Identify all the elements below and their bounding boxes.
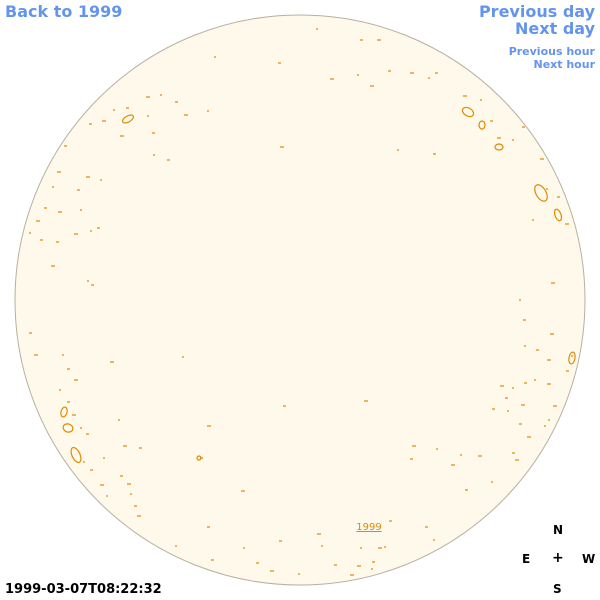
contour-loop [196, 455, 202, 461]
contour-loop [461, 106, 475, 118]
compass-center-icon: + [552, 550, 564, 566]
next-day-link[interactable]: Next day [515, 19, 595, 38]
contour-loop [553, 208, 563, 222]
contour-loop [568, 351, 576, 365]
compass-north-label: N [553, 523, 564, 537]
contour-loop [62, 423, 74, 433]
sun-year-link[interactable]: 1999 [356, 522, 381, 533]
back-to-year-link[interactable]: Back to 1999 [5, 2, 123, 21]
compass-south-label: S [553, 582, 562, 596]
contour-loop [60, 406, 68, 418]
active-region-contours [29, 28, 576, 576]
contour-loop [121, 114, 135, 124]
contour-loop [494, 143, 504, 151]
solar-disk [14, 14, 586, 586]
compass-west-label: W [582, 552, 596, 566]
contour-loop [478, 120, 486, 130]
previous-day-link[interactable]: Previous day [478, 2, 595, 21]
contour-loop [70, 446, 82, 464]
previous-hour-link[interactable]: Previous hour [508, 45, 595, 58]
next-hour-link[interactable]: Next hour [533, 58, 596, 71]
observation-timestamp: 1999-03-07T08:22:32 [5, 582, 162, 597]
contour-loop [534, 184, 548, 202]
compass-east-label: E [522, 552, 531, 566]
